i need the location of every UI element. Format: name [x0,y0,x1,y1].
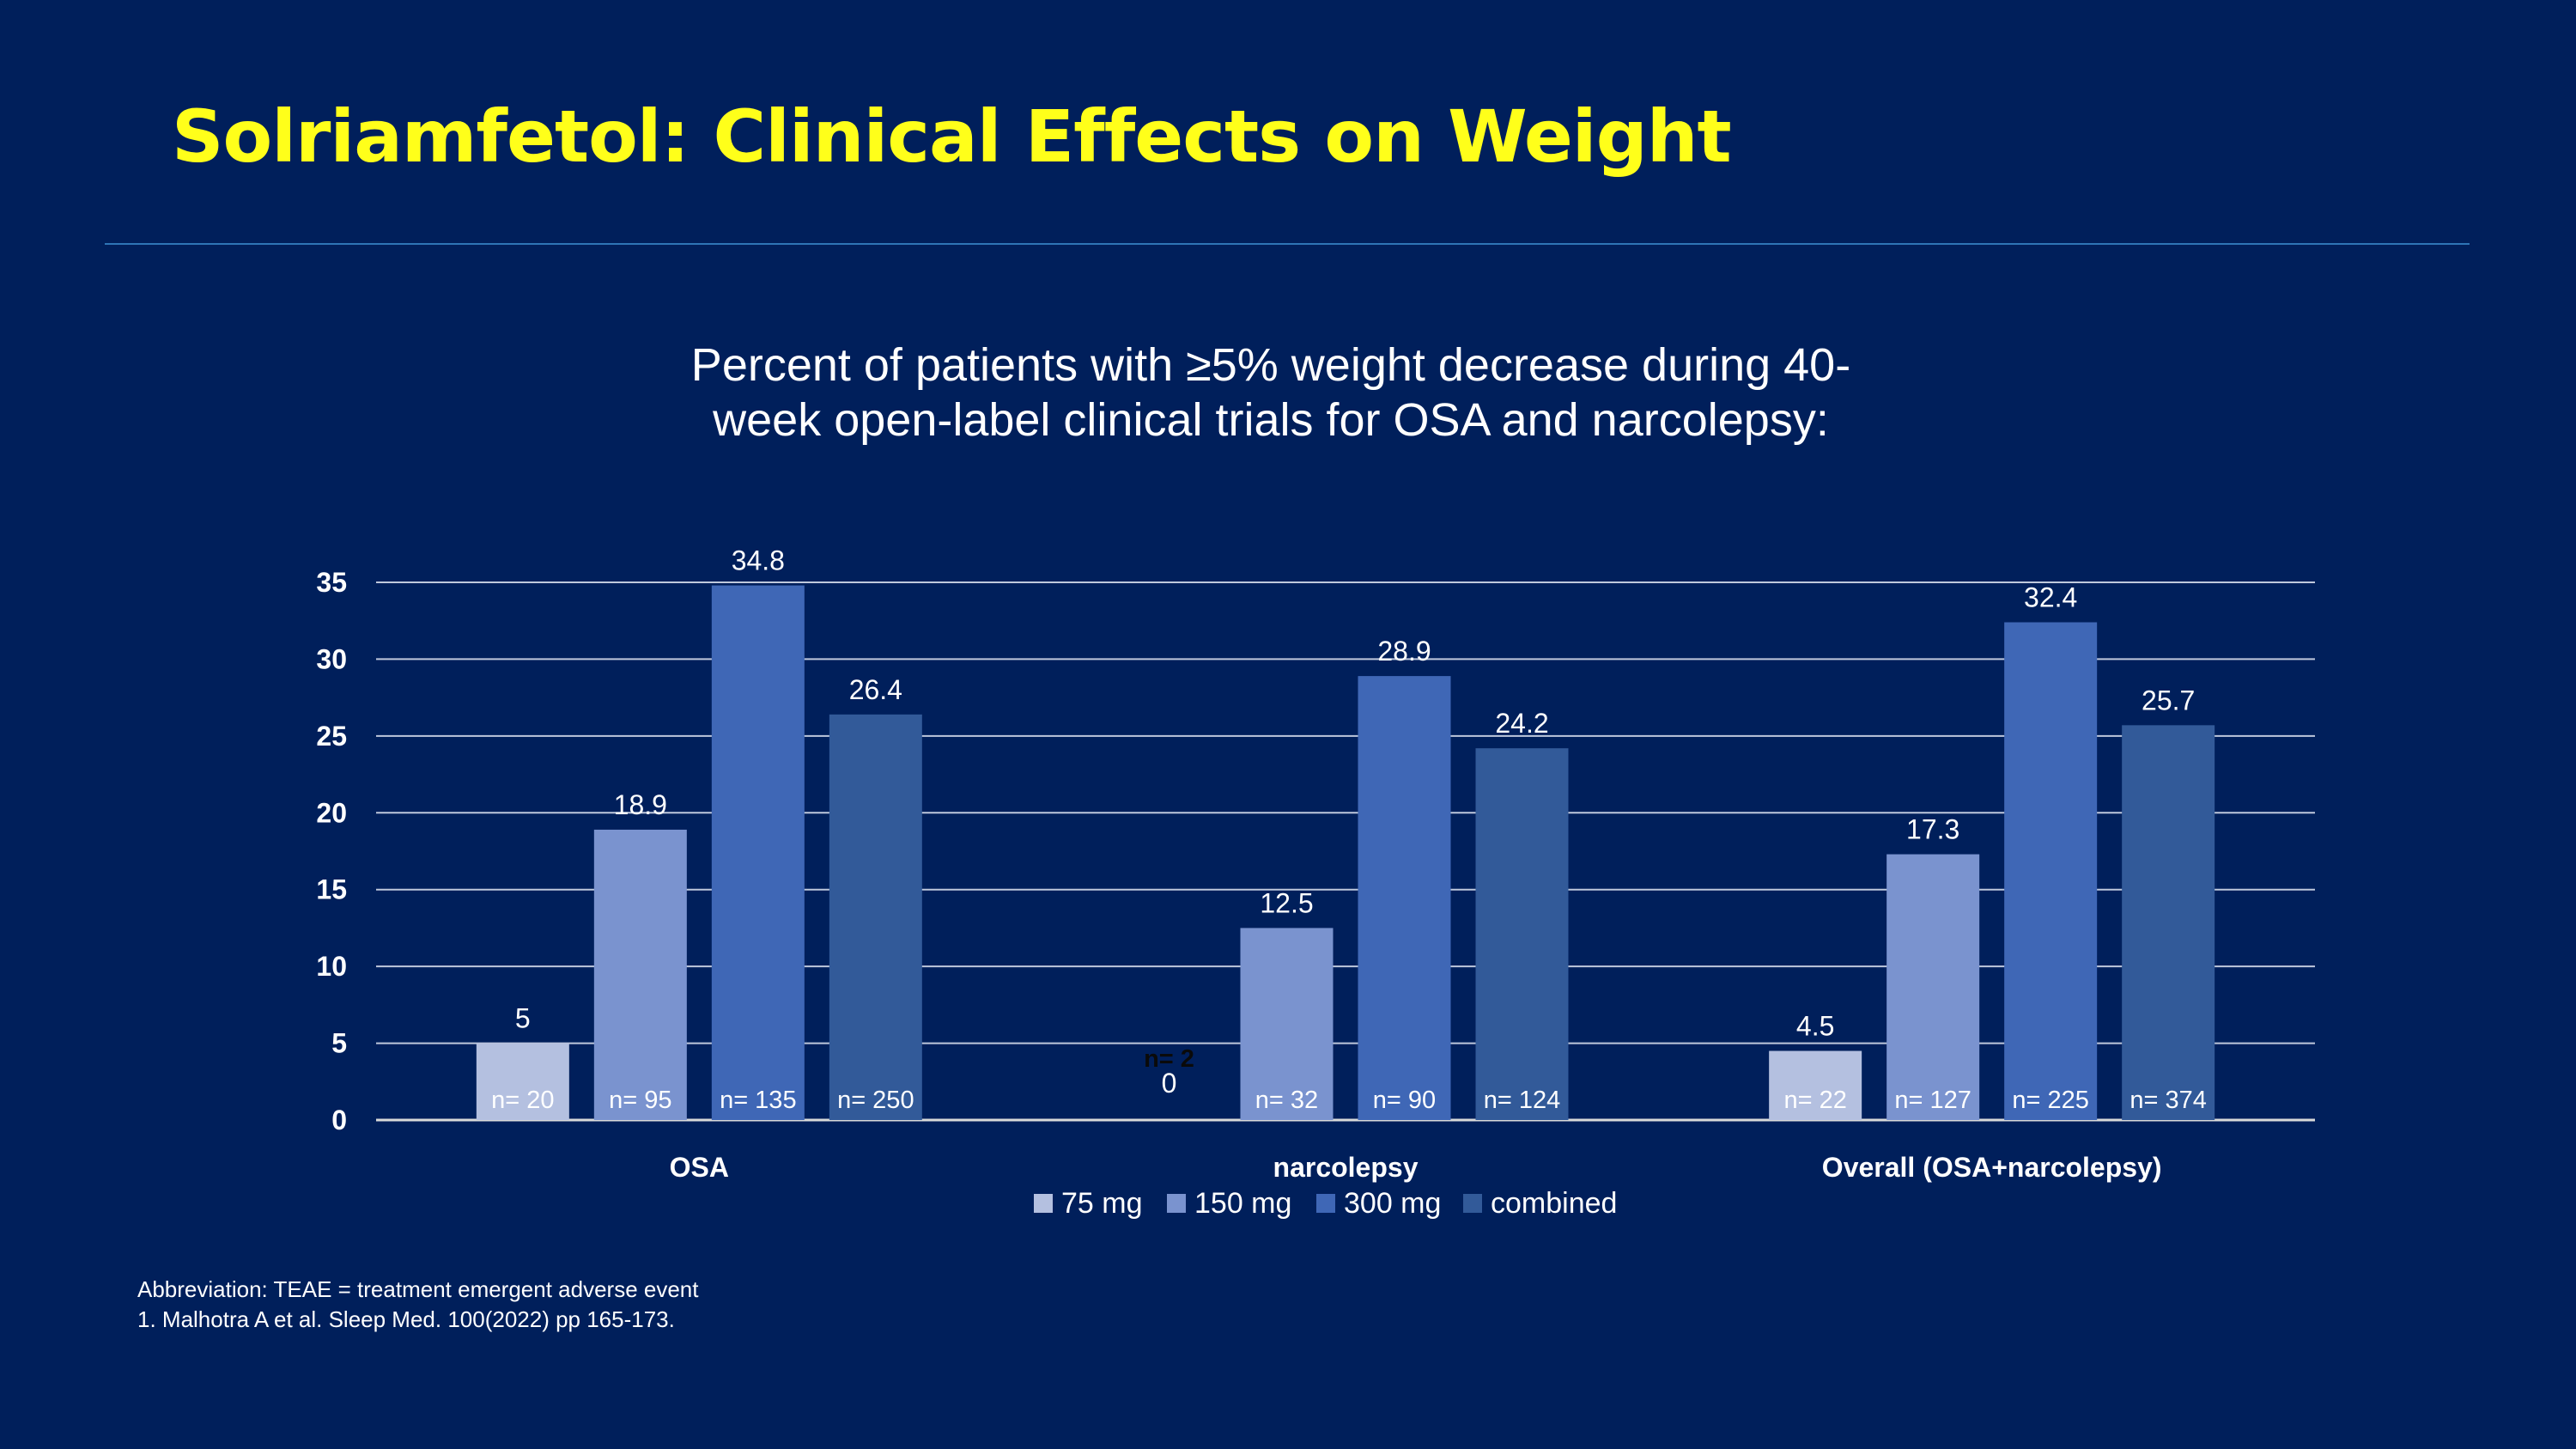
bar [829,714,922,1120]
data-label: 26.4 [849,674,902,705]
subtitle-line-2: week open-label clinical trials for OSA … [713,394,1829,446]
legend-swatch [1034,1194,1053,1213]
data-label: 32.4 [2024,582,2077,613]
n-label: n= 2 [1144,1045,1194,1073]
data-label: 25.7 [2142,685,2195,715]
bar [1358,676,1451,1120]
legend-swatch [1463,1194,1482,1213]
y-tick-label: 35 [316,567,347,598]
n-label: n= 95 [609,1087,671,1114]
bar [1240,928,1334,1120]
subtitle-line-1: Percent of patients with ≥5% weight decr… [690,339,1851,391]
data-label: 34.8 [732,545,785,576]
n-label: n= 135 [720,1087,797,1114]
bar [1886,854,1980,1120]
n-label: n= 127 [1894,1087,1971,1114]
bar [1769,1050,1862,1120]
y-tick-label: 10 [316,951,347,982]
category-label: OSA [670,1152,729,1183]
n-label: n= 374 [2129,1087,2207,1114]
n-label: n= 225 [2012,1087,2089,1114]
legend-swatch [1316,1194,1335,1213]
y-tick-label: 30 [316,643,347,674]
slide-title: Solriamfetol: Clinical Effects on Weight [172,94,1732,179]
title-divider [105,243,2470,245]
n-label: n= 250 [837,1087,914,1114]
y-tick-label: 5 [331,1028,347,1059]
data-label: 24.2 [1495,708,1548,739]
bar [711,585,805,1120]
n-label: n= 20 [491,1087,554,1114]
legend-label: combined [1491,1187,1617,1220]
reference-note: 1. Malhotra A et al. Sleep Med. 100(2022… [137,1306,675,1332]
chart-subtitle: Percent of patients with ≥5% weight decr… [601,338,1941,447]
n-label: n= 124 [1484,1087,1561,1114]
data-label: 18.9 [614,789,667,820]
data-label: 0 [1162,1068,1177,1099]
y-tick-label: 20 [316,797,347,828]
bar [593,829,687,1120]
legend-label: 75 mg [1061,1187,1143,1220]
bar [2004,622,2098,1120]
data-label: 4.5 [1796,1011,1834,1042]
category-label: Overall (OSA+narcolepsy) [1822,1152,2162,1183]
bar [1475,748,1569,1120]
abbreviation-note: Abbreviation: TEAE = treatment emergent … [137,1276,699,1302]
data-label: 17.3 [1906,814,1959,845]
y-tick-label: 0 [331,1105,347,1135]
n-label: n= 32 [1255,1087,1318,1114]
category-label: narcolepsy [1273,1152,1419,1183]
legend-label: 150 mg [1194,1187,1291,1220]
bar [2122,725,2215,1120]
n-label: n= 22 [1783,1087,1846,1114]
y-tick-label: 15 [316,874,347,905]
legend-swatch [1167,1194,1186,1213]
footnotes: Abbreviation: TEAE = treatment emergent … [137,1275,699,1335]
data-label: 28.9 [1377,636,1431,667]
y-tick-label: 25 [316,721,347,752]
n-label: n= 90 [1373,1087,1436,1114]
legend-label: 300 mg [1344,1187,1441,1220]
bar [476,1043,569,1120]
data-label: 12.5 [1260,887,1313,918]
data-label: 5 [515,1003,531,1034]
